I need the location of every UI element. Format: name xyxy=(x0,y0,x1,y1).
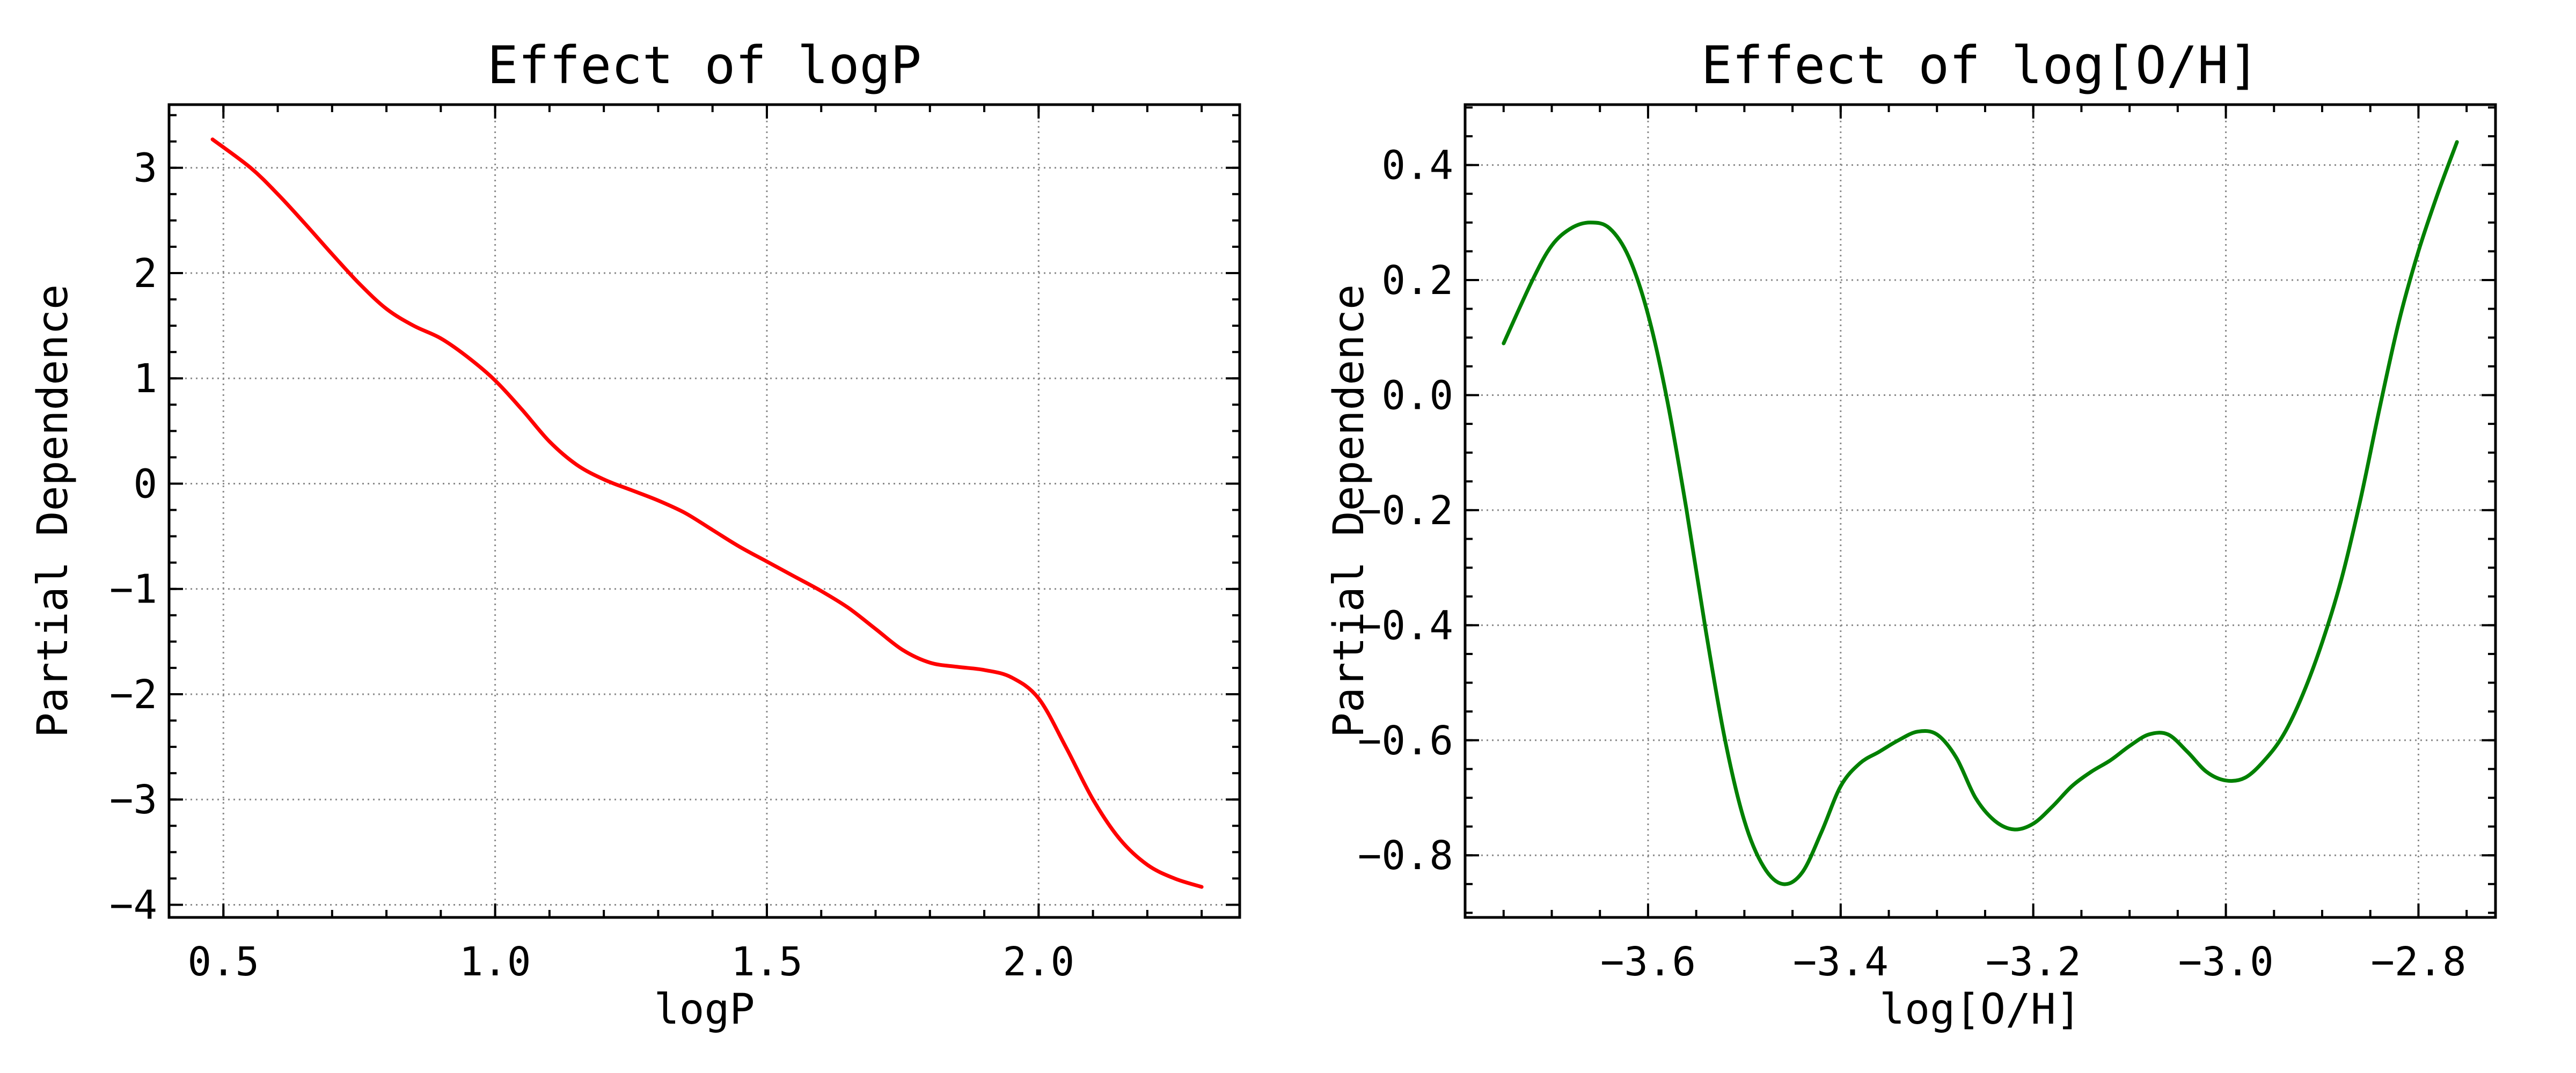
y-tick-label: −0.2 xyxy=(1358,488,1453,534)
chart-title: Effect of logP xyxy=(487,35,921,95)
y-tick-label: 0 xyxy=(133,461,157,507)
x-tick-label: 1.0 xyxy=(459,939,531,985)
x-tick-label: 1.5 xyxy=(731,939,803,985)
chart-panel-logp: 0.5 1.0 1.5 2.0 −4 −3 −2 −1 0 1 2 3 Effect of logP… xyxy=(29,35,1241,1034)
y-tick-labels: −0.8 −0.6 −0.4 −0.2 0.0 0.2 0.4 xyxy=(1358,143,1453,879)
y-tick-label: −0.8 xyxy=(1358,833,1453,879)
x-tick-label: 0.5 xyxy=(187,939,259,985)
x-tick-label: −3.2 xyxy=(1986,939,2081,985)
y-tick-label: −3 xyxy=(109,777,157,823)
y-tick-label: −2 xyxy=(109,672,157,718)
y-tick-label: 3 xyxy=(133,145,157,192)
minor-ticks xyxy=(168,105,1240,917)
y-tick-label: 0.4 xyxy=(1381,143,1453,189)
chart-title: Effect of log[O/H] xyxy=(1701,35,2259,95)
grid-lines xyxy=(1465,105,2496,917)
y-tick-label: 0.2 xyxy=(1381,258,1453,304)
y-tick-label: −0.4 xyxy=(1358,602,1453,649)
y-tick-label: −4 xyxy=(109,882,157,928)
series-line xyxy=(1502,140,2459,886)
x-axis-label: log[O/H] xyxy=(1879,986,2081,1034)
y-tick-label: −1 xyxy=(109,567,157,613)
y-tick-label: 0.0 xyxy=(1381,372,1453,418)
y-axis-label: Partial Dependence xyxy=(1325,284,1373,738)
major-ticks xyxy=(169,105,1240,917)
major-ticks xyxy=(1465,105,2496,917)
series-line xyxy=(210,137,1204,889)
grid-lines xyxy=(169,105,1240,917)
x-tick-label: −3.4 xyxy=(1793,939,1889,985)
x-axis-label: logP xyxy=(654,986,755,1034)
plot-area-frame xyxy=(1463,103,2497,919)
y-axis-label: Partial Dependence xyxy=(29,284,77,738)
minor-ticks xyxy=(1465,105,2496,917)
x-tick-labels: −3.6 −3.4 −3.2 −3.0 −2.8 xyxy=(1600,939,2467,985)
y-tick-label: −0.6 xyxy=(1358,718,1453,764)
x-tick-label: −2.8 xyxy=(2370,939,2466,985)
y-tick-label: 1 xyxy=(133,356,157,402)
y-tick-label: 2 xyxy=(133,251,157,297)
x-tick-labels: 0.5 1.0 1.5 2.0 xyxy=(187,939,1074,985)
data-series xyxy=(210,137,1204,889)
chart-panel-log-oh: −3.6 −3.4 −3.2 −3.0 −2.8 −0.8 −0.6 −0.4 −0.2 0.0… xyxy=(1325,35,2497,1034)
plot-area-frame xyxy=(167,103,1241,919)
data-series xyxy=(1502,140,2459,886)
x-tick-label: 2.0 xyxy=(1002,939,1074,985)
x-tick-label: −3.0 xyxy=(2178,939,2273,985)
x-tick-label: −3.6 xyxy=(1600,939,1696,985)
y-tick-labels: −4 −3 −2 −1 0 1 2 3 xyxy=(109,145,157,929)
